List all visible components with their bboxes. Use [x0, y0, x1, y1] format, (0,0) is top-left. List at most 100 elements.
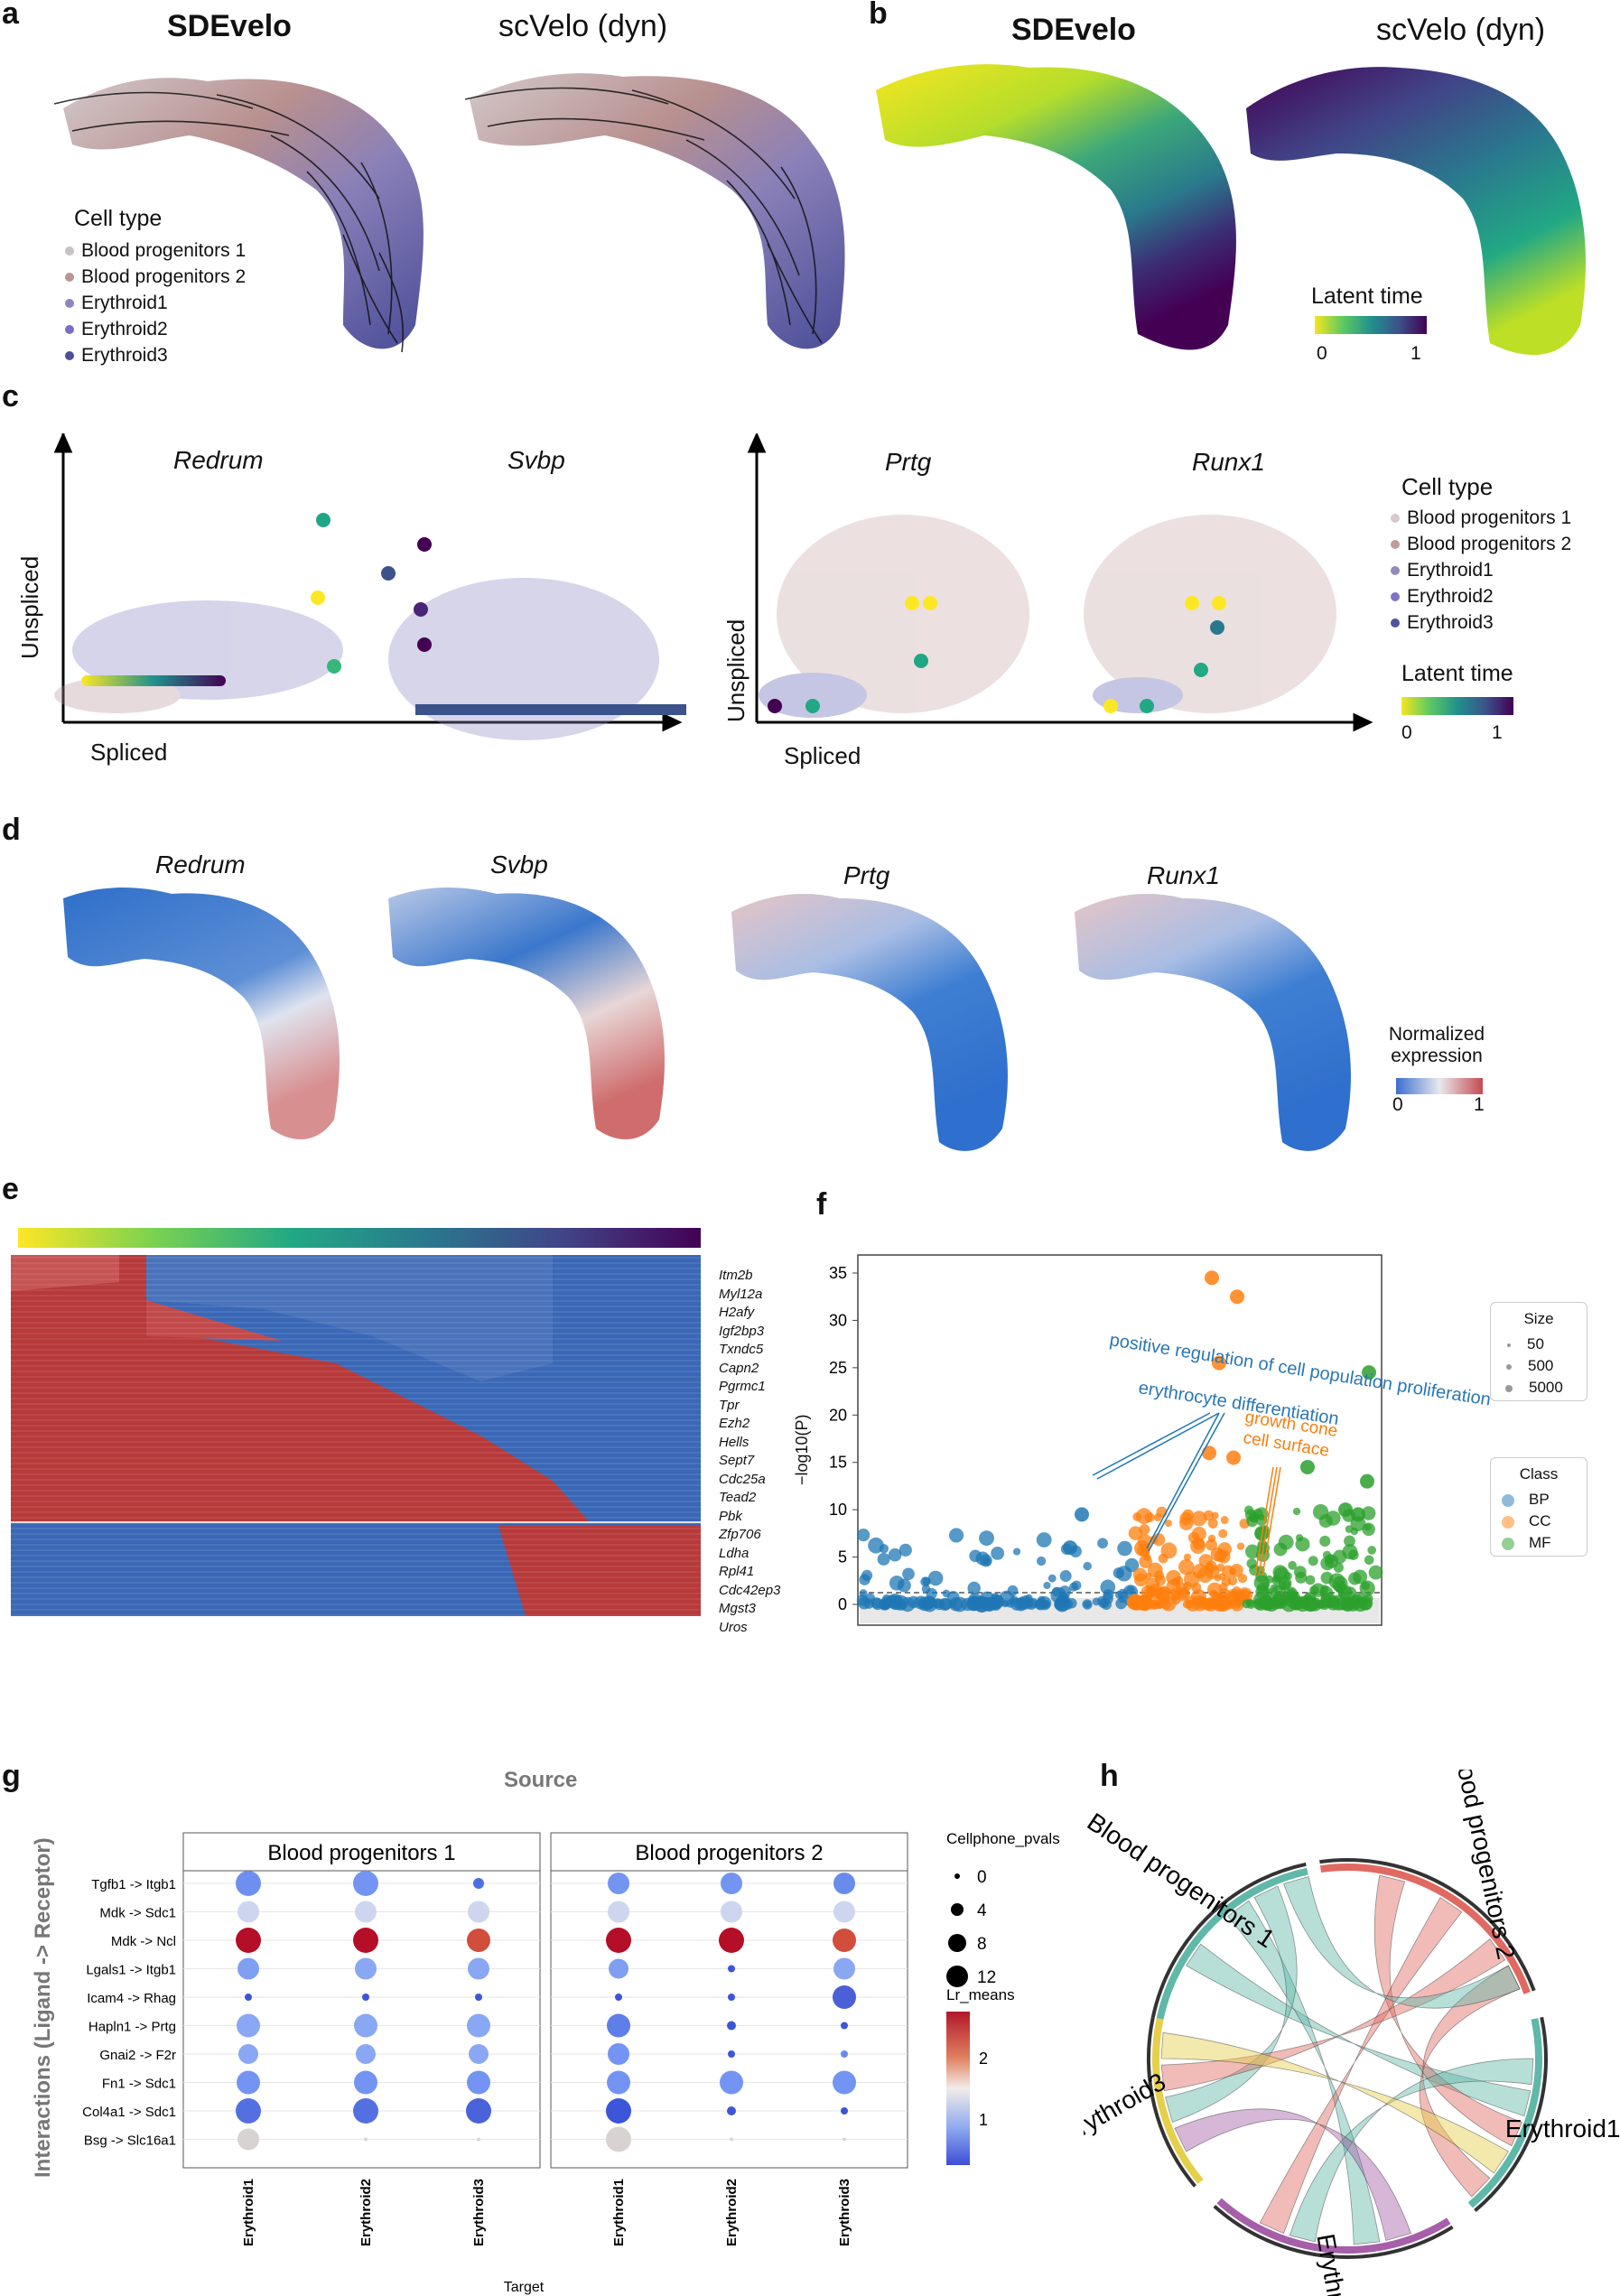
go-term-point — [1117, 1540, 1132, 1557]
pval-legend-dot — [954, 1873, 960, 1879]
legend-marker — [1391, 592, 1400, 602]
panel-c-gene-2: Svbp — [507, 446, 565, 474]
panel-a-embeddings — [53, 73, 845, 353]
panel-d-gene-1: Redrum — [155, 851, 246, 878]
interaction-label: Lgals1 -> Itgb1 — [86, 1963, 176, 1978]
target-label: Erythroid3 — [471, 2179, 487, 2246]
class-label: BP — [1529, 1491, 1550, 1508]
panel-c-cb-min: 0 — [1401, 722, 1412, 743]
interaction-dot — [467, 2070, 490, 2095]
go-term-point — [1327, 1595, 1340, 1608]
sector-label: Blood progenitors 2 — [1448, 1770, 1521, 1962]
go-term-point — [1367, 1546, 1376, 1555]
interaction-dot — [719, 1928, 744, 1953]
ytick-label: 30 — [829, 1311, 847, 1329]
go-term-point — [1278, 1534, 1294, 1550]
legend-marker — [65, 325, 74, 335]
gene-label: H2afy — [719, 1305, 755, 1320]
pvals-legend-title: Cellphone_pvals — [946, 1830, 1060, 1847]
interaction-dot — [236, 1928, 261, 1953]
size-marker — [1505, 1384, 1513, 1392]
interaction-dot — [236, 2098, 261, 2124]
legend-item: Erythroid2 — [1391, 586, 1494, 608]
legend-marker — [1391, 514, 1400, 524]
size-marker — [1506, 1363, 1512, 1370]
go-term-point — [927, 1570, 944, 1586]
go-term-point — [1036, 1532, 1052, 1548]
go-term-point — [1289, 1597, 1304, 1611]
go-term-point — [1062, 1599, 1074, 1610]
interaction-dot — [606, 2126, 631, 2152]
pval-legend-label: 8 — [977, 1935, 987, 1954]
ytick-label: 10 — [829, 1501, 847, 1519]
legend-marker — [65, 299, 74, 309]
interaction-dot — [721, 1873, 742, 1894]
legend-label: Erythroid2 — [1407, 586, 1494, 607]
interaction-dot — [606, 2098, 631, 2124]
class-legend-item: CC — [1502, 1512, 1551, 1534]
panel-g-source-label: Source — [504, 1768, 578, 1792]
go-term-point — [1220, 1515, 1229, 1525]
interaction-label: Col4a1 -> Sdc1 — [82, 2105, 176, 2120]
go-term-point — [888, 1548, 902, 1562]
go-term-point — [1036, 1556, 1047, 1566]
panel-d-cb-min: 0 — [1392, 1094, 1403, 1115]
means-legend-title: Lr_means — [946, 1986, 1015, 2003]
chord-ribbon — [1186, 1943, 1532, 2117]
legend-label: Erythroid3 — [81, 345, 168, 366]
cell-cloud — [63, 78, 424, 349]
gene-label: Ezh2 — [719, 1416, 750, 1431]
interaction-label: Mdk -> Sdc1 — [99, 1906, 176, 1921]
interaction-dot — [833, 1957, 855, 1980]
sector-label: Erythroid3 — [1084, 2068, 1170, 2150]
target-label: Erythroid1 — [611, 2179, 627, 2246]
interaction-dot — [615, 1994, 622, 2001]
go-term-point — [881, 1594, 892, 1604]
go-term-point — [1116, 1566, 1132, 1582]
go-term-point — [1212, 1355, 1226, 1371]
panel-label-g: g — [2, 1759, 21, 1793]
go-term-point — [1132, 1567, 1148, 1582]
interaction-dot — [468, 1901, 489, 1923]
interaction-dot — [609, 1958, 628, 1979]
embedding-runx1 — [1075, 894, 1351, 1151]
means-tick-2: 2 — [979, 2050, 988, 2068]
interaction-dot — [721, 1901, 742, 1923]
chord-ribbon — [1283, 1875, 1521, 2009]
go-term-point — [1295, 1534, 1304, 1542]
interaction-dot — [843, 2137, 846, 2142]
go-term-point — [1191, 1526, 1206, 1541]
go-term-point — [1179, 1511, 1193, 1525]
go-term-point — [1144, 1512, 1155, 1523]
go-term-point — [1246, 1557, 1258, 1569]
panel-c-legend-title: Cell type — [1401, 473, 1494, 500]
go-term-point — [1202, 1445, 1216, 1461]
go-term-point — [979, 1530, 994, 1547]
go-term-point — [1245, 1598, 1254, 1607]
sector-arc — [1319, 1858, 1536, 1992]
cb-title-line1: Normalized — [1388, 1024, 1485, 1045]
go-term-point — [898, 1543, 912, 1557]
go-term-point — [942, 1589, 951, 1598]
go-term-point — [1272, 1574, 1281, 1583]
go-term-point — [1158, 1553, 1168, 1564]
gene-label: Uros — [719, 1619, 748, 1635]
panel-f-ylabel: −log10(P) — [793, 1414, 811, 1485]
interaction-dot — [237, 2013, 260, 2038]
go-term-point — [1139, 1555, 1152, 1568]
gene-label: Zfp706 — [719, 1527, 761, 1542]
gene-label: Sept7 — [719, 1453, 755, 1468]
interaction-dot — [236, 1871, 261, 1896]
panel-c-colorbar — [1401, 697, 1513, 715]
cb-title-line2: expression — [1391, 1046, 1483, 1066]
go-term-point — [969, 1549, 982, 1563]
go-term-point — [1270, 1584, 1279, 1593]
go-term-point — [1132, 1512, 1142, 1521]
interaction-dot — [727, 2106, 736, 2115]
interaction-dot — [833, 1929, 856, 1952]
panel-b-cb-min: 0 — [1317, 343, 1327, 364]
go-term-point — [1164, 1520, 1172, 1528]
interaction-dot — [364, 2137, 368, 2142]
gene-label: Txndc5 — [719, 1342, 764, 1357]
